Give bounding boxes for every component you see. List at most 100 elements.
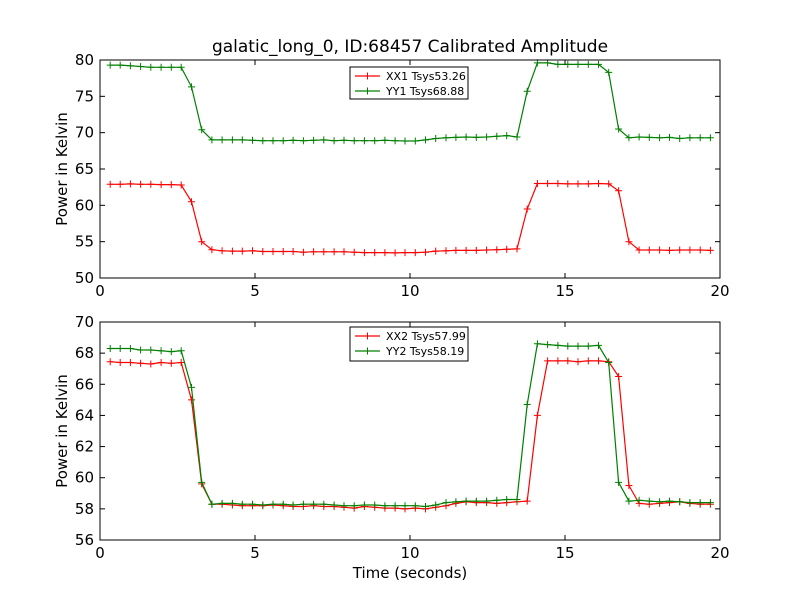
data-point-marker [656, 134, 664, 142]
data-point-marker [249, 136, 256, 144]
data-point-marker [310, 248, 318, 256]
data-point-marker [238, 247, 246, 255]
data-point-marker [167, 181, 175, 189]
data-point-marker [188, 83, 195, 91]
data-point-marker [533, 340, 541, 348]
y-tick-label: 60 [75, 196, 94, 214]
data-point-marker [625, 238, 633, 246]
data-point-marker [137, 180, 145, 188]
data-point-marker [157, 347, 165, 355]
data-point-marker [198, 478, 206, 486]
data-point-marker [656, 498, 664, 506]
legend-entry: XX1 Tsys53.26 [386, 70, 466, 83]
y-tick-label: 58 [75, 500, 94, 518]
data-point-marker [676, 498, 684, 506]
data-point-marker [126, 345, 134, 352]
data-point-marker [493, 132, 501, 140]
data-point-marker [299, 248, 307, 256]
data-point-marker [452, 133, 460, 141]
data-point-marker [595, 341, 602, 349]
data-point-marker [371, 501, 379, 509]
data-point-marker [503, 132, 511, 140]
data-point-marker [147, 180, 155, 188]
x-tick-label: 0 [95, 282, 105, 300]
data-point-marker [188, 198, 195, 206]
data-point-marker [584, 180, 592, 188]
data-point-marker [299, 500, 307, 508]
data-point-marker [126, 359, 134, 366]
data-point-marker [126, 180, 134, 188]
data-point-marker [411, 502, 419, 510]
data-point-marker [584, 60, 592, 68]
data-point-marker [137, 63, 145, 70]
data-point-marker [177, 347, 185, 355]
legend-marker [364, 332, 371, 340]
data-point-marker [228, 499, 236, 507]
y-axis-label: Power in Kelvin [53, 374, 71, 488]
data-point-marker [177, 63, 185, 71]
y-tick-label: 62 [75, 438, 94, 456]
data-point-marker [523, 87, 531, 95]
data-point-marker [564, 180, 572, 188]
y-tick-label: 70 [75, 124, 94, 142]
data-point-marker [574, 342, 582, 350]
data-point-marker [615, 187, 623, 195]
series-1 [106, 180, 714, 257]
data-point-marker [238, 136, 246, 144]
legend-marker [364, 72, 371, 80]
legend: XX1 Tsys53.26 YY1 Tsys68.88 [349, 66, 469, 100]
data-point-marker [442, 134, 450, 142]
data-point-marker [432, 247, 440, 255]
data-point-marker [381, 502, 389, 510]
data-point-marker [126, 62, 134, 70]
data-point-marker [625, 497, 633, 505]
data-point-marker [106, 358, 114, 366]
x-tick-label: 15 [555, 544, 574, 562]
data-point-marker [645, 497, 653, 505]
data-point-marker [106, 345, 114, 352]
x-tick-label: 5 [250, 544, 260, 562]
data-point-marker [147, 63, 155, 71]
data-point-marker [401, 502, 409, 510]
series-line [110, 182, 711, 254]
y-tick-label: 70 [75, 313, 94, 331]
data-point-marker [523, 205, 531, 213]
data-point-marker [157, 181, 165, 189]
data-point-marker [269, 248, 277, 255]
y-tick-label: 64 [75, 406, 94, 424]
data-point-marker [381, 249, 389, 257]
data-point-marker [422, 136, 429, 144]
data-point-marker [696, 246, 704, 254]
legend-marker [364, 347, 371, 355]
data-point-marker [360, 501, 368, 509]
data-point-marker [493, 246, 501, 254]
data-point-marker [137, 359, 145, 367]
data-point-marker [635, 133, 643, 141]
subplot-1: galatic_long_0, ID:68457 Calibrated Ampl… [53, 37, 730, 300]
data-point-marker [595, 180, 602, 187]
data-point-marker [371, 137, 379, 145]
data-point-marker [523, 497, 531, 505]
data-point-marker [615, 478, 623, 486]
data-point-marker [666, 133, 673, 141]
data-point-marker [177, 359, 185, 366]
data-point-marker [289, 136, 297, 144]
data-point-marker [523, 401, 531, 408]
data-point-marker [391, 249, 399, 257]
data-point-marker [188, 383, 195, 391]
data-point-marker [625, 134, 633, 142]
data-point-marker [167, 359, 175, 367]
chart-title: galatic_long_0, ID:68457 Calibrated Ampl… [212, 37, 608, 57]
data-point-marker [340, 248, 348, 256]
data-point-marker [706, 134, 714, 142]
legend-entry: YY1 Tsys68.88 [385, 85, 464, 98]
data-point-marker [493, 496, 501, 504]
legend-entry: YY2 Tsys58.19 [385, 345, 464, 358]
data-point-marker [656, 246, 664, 254]
data-point-marker [371, 249, 379, 257]
series-line [110, 343, 711, 508]
data-point-marker [574, 180, 582, 188]
data-point-marker [320, 500, 328, 508]
data-point-marker [452, 498, 460, 506]
